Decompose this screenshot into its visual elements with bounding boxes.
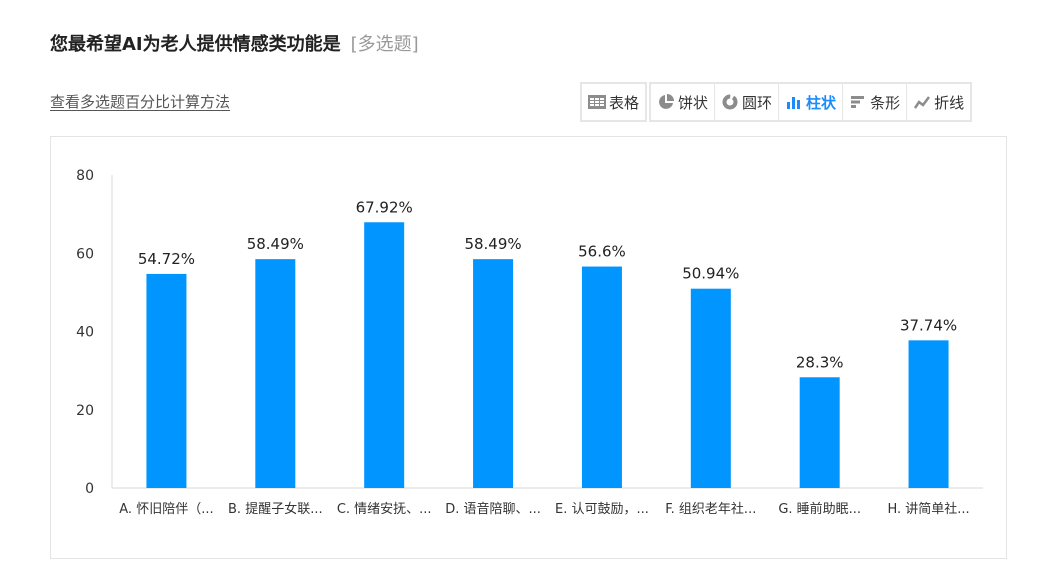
bar xyxy=(146,273,187,488)
bar xyxy=(364,222,405,488)
bar xyxy=(690,288,731,488)
bar xyxy=(908,340,949,488)
data-label: 28.3% xyxy=(796,353,844,371)
x-tick-label: B. 提醒子女联... xyxy=(228,501,323,517)
table-view-group: 表格 xyxy=(580,82,648,122)
x-tick-label: E. 认可鼓励，... xyxy=(555,502,649,517)
pie-chart-label: 饼状 xyxy=(678,93,709,112)
question-type-tag: [多选题] xyxy=(350,34,419,55)
bar-chart-icon xyxy=(785,94,803,110)
bar xyxy=(581,266,622,488)
y-tick-label: 40 xyxy=(76,325,94,341)
y-tick-label: 80 xyxy=(76,168,94,184)
question-text: 您最希望AI为老人提供情感类功能是 xyxy=(50,34,341,55)
percentage-method-link[interactable]: 查看多选题百分比计算方法 xyxy=(50,93,231,111)
data-label: 50.94% xyxy=(682,265,739,283)
chart-type-toolbar: 表格 饼状 圆环 柱状 条形 xyxy=(580,82,974,122)
chart-container: 0 20 40 60 80 54.72% A. 怀旧陪伴（... 58.49% B. 提醒子女联… xyxy=(50,136,1007,559)
x-tick-label: H. 讲简单社... xyxy=(887,501,969,517)
line-chart-label: 折线 xyxy=(934,93,965,112)
horizontal-bar-label: 条形 xyxy=(870,93,901,112)
data-label: 56.6% xyxy=(578,243,626,261)
table-view-button[interactable]: 表格 xyxy=(582,84,646,120)
x-tick-label: G. 睡前助眠... xyxy=(778,501,861,517)
x-tick-label: A. 怀旧陪伴（... xyxy=(119,502,213,517)
x-tick-label: F. 组织老年社... xyxy=(665,501,756,517)
question-title: 您最希望AI为老人提供情感类功能是 [多选题] xyxy=(50,30,419,56)
data-label: 58.49% xyxy=(464,235,521,253)
chart-view-group: 饼状 圆环 柱状 条形 折线 xyxy=(649,82,973,122)
data-label: 67.92% xyxy=(356,198,413,216)
bar xyxy=(255,259,296,488)
y-tick-label: 60 xyxy=(76,246,94,262)
table-view-label: 表格 xyxy=(609,93,640,112)
bar xyxy=(473,259,514,488)
horizontal-bar-icon xyxy=(849,94,867,110)
donut-chart-label: 圆环 xyxy=(742,93,773,112)
data-label: 37.74% xyxy=(900,316,957,334)
pie-chart-icon xyxy=(657,94,675,110)
line-chart-icon xyxy=(913,94,931,110)
line-chart-button[interactable]: 折线 xyxy=(906,84,971,120)
data-label: 58.49% xyxy=(247,235,304,253)
bar-chart: 0 20 40 60 80 54.72% A. 怀旧陪伴（... 58.49% B. 提醒子女联… xyxy=(76,168,983,517)
y-tick-label: 0 xyxy=(85,481,94,497)
donut-chart-icon xyxy=(721,94,739,110)
horizontal-bar-button[interactable]: 条形 xyxy=(842,84,907,120)
x-tick-label: C. 情绪安抚、... xyxy=(337,502,432,517)
y-tick-label: 20 xyxy=(76,403,94,419)
donut-chart-button[interactable]: 圆环 xyxy=(714,84,779,120)
bar-chart-button[interactable]: 柱状 xyxy=(778,84,843,120)
data-label: 54.72% xyxy=(138,250,195,268)
bar-chart-label: 柱状 xyxy=(806,93,837,112)
pie-chart-button[interactable]: 饼状 xyxy=(651,84,715,120)
bar xyxy=(799,377,840,488)
table-icon xyxy=(588,94,606,110)
x-tick-label: D. 语音陪聊、... xyxy=(445,501,541,517)
